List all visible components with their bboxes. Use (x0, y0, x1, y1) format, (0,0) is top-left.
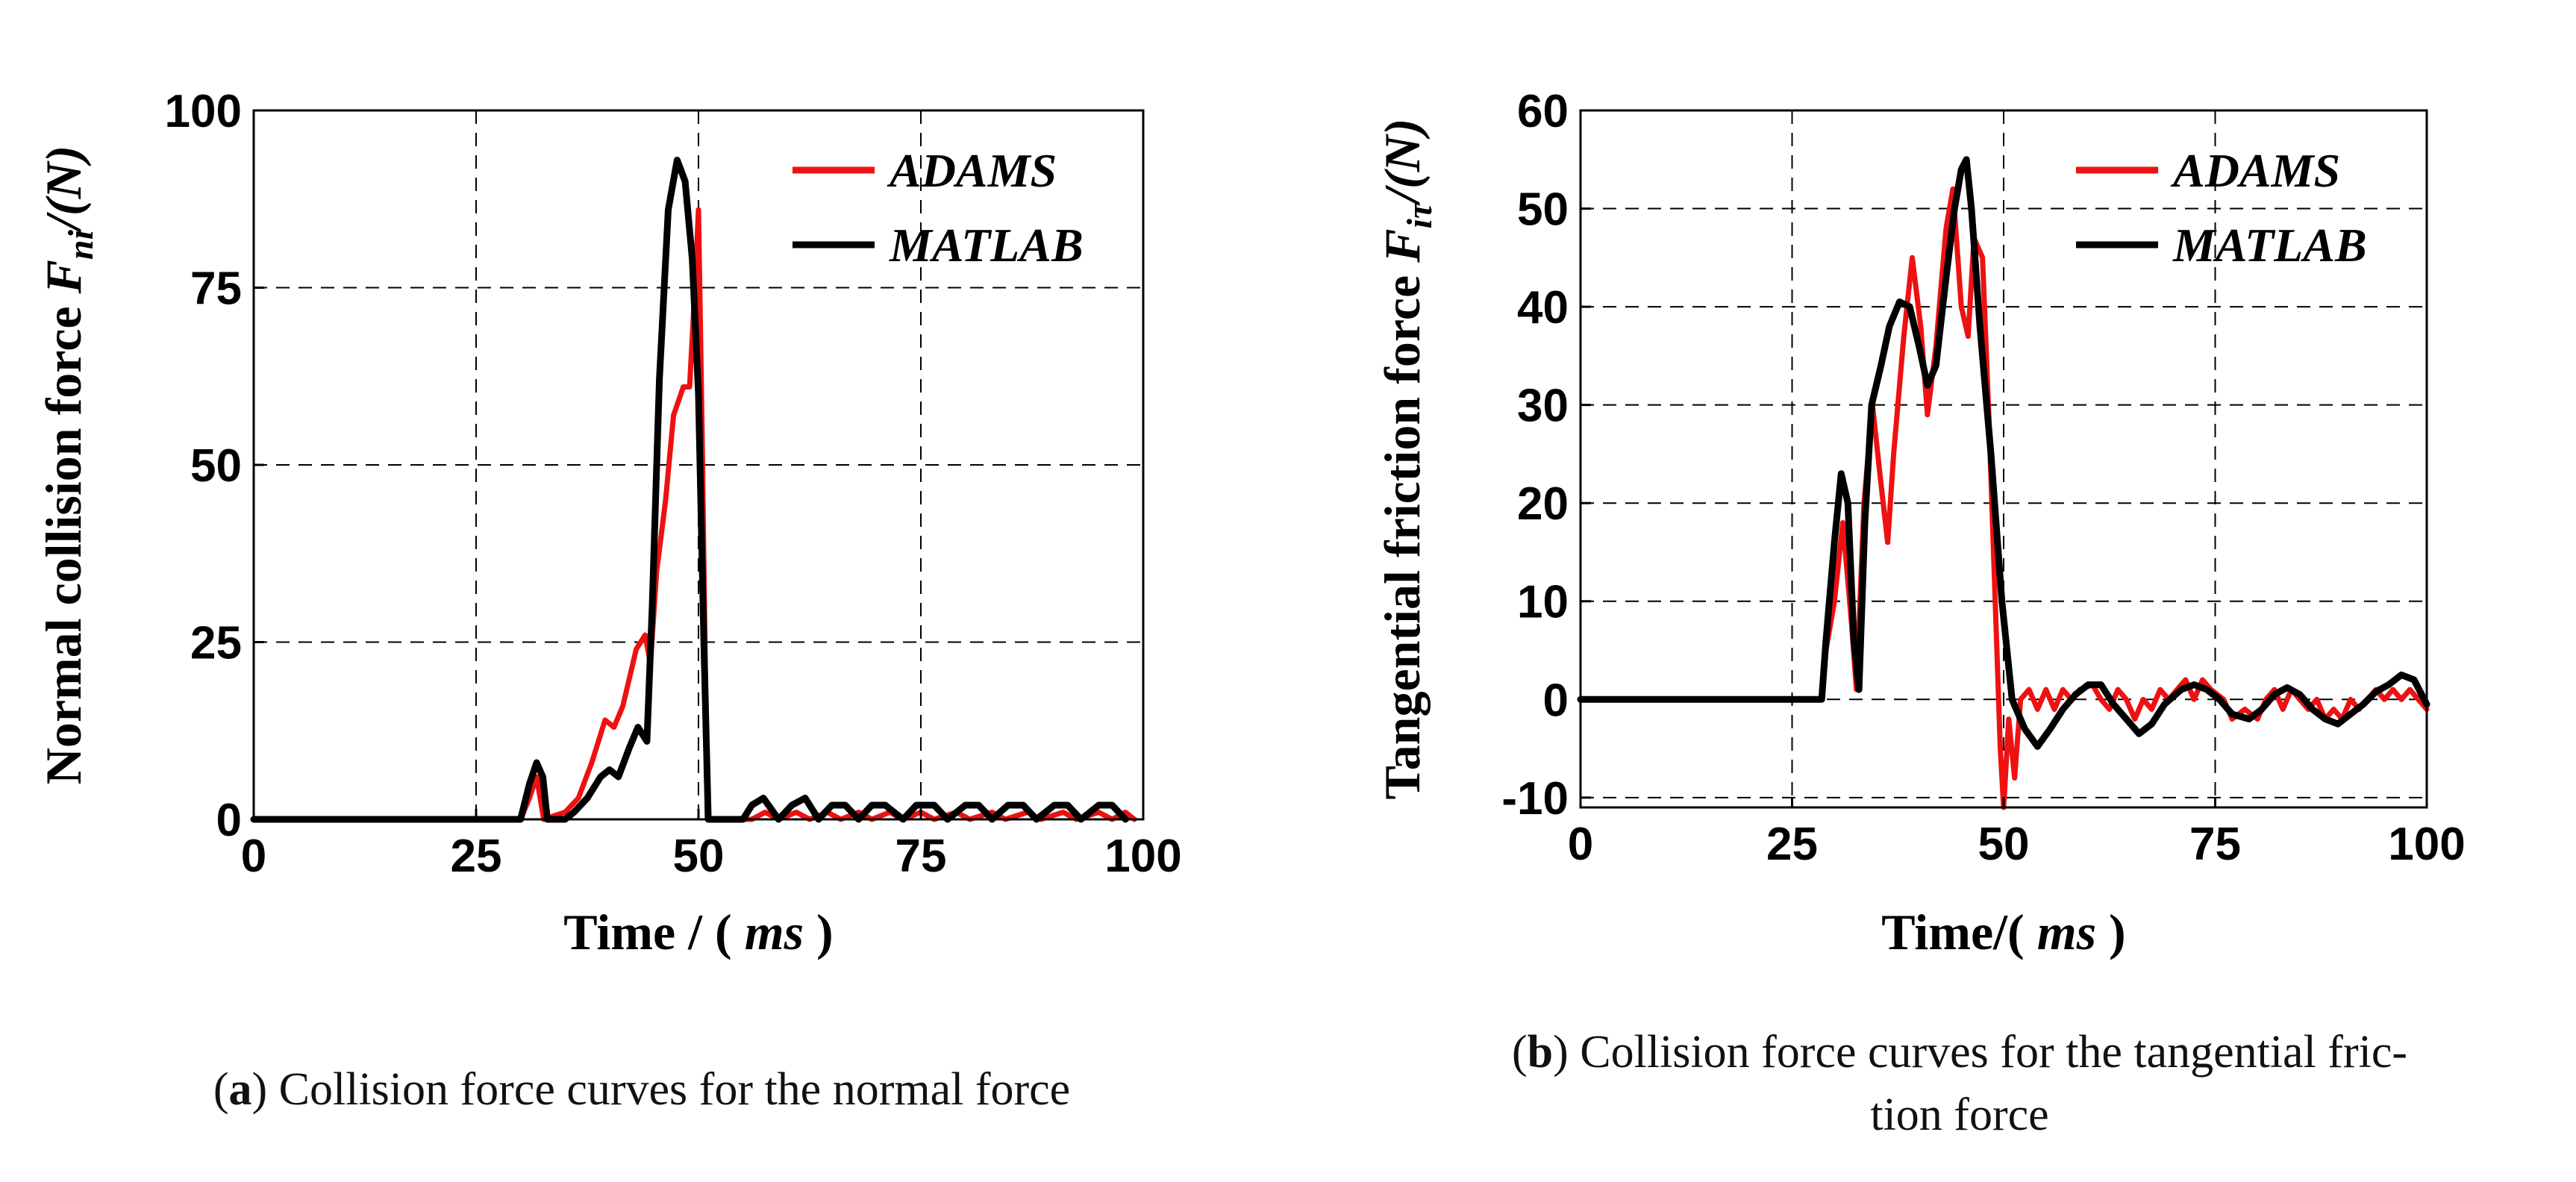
caption-a: (a) Collision force curves for the norma… (213, 1064, 1071, 1115)
x-label-prefix: Time / ( (563, 904, 744, 960)
caption-a-label: a (228, 1064, 252, 1115)
y-tick-label: 75 (190, 263, 242, 315)
x-tick-label: 50 (673, 831, 725, 882)
series-lines (250, 157, 1137, 823)
x-tick-label: 0 (1568, 819, 1593, 870)
x-tick-label: 25 (1766, 819, 1818, 870)
series-line-adams (251, 207, 1137, 822)
y-label-symbol: F (35, 260, 92, 294)
series-line-matlab (250, 157, 1129, 823)
y-tick-label: -10 (1501, 773, 1569, 825)
legend-label-adams: ADAMS (2170, 144, 2340, 197)
x-tick-label: 0 (241, 831, 266, 882)
tick-labels: 0 25 50 75 100 0 25 50 75 100 (165, 86, 1182, 882)
y-axis-label: Tangential friction force Fiτ/(N) (1374, 119, 1439, 800)
caption-b-text-line2: tion force (1870, 1089, 2049, 1140)
y-label-symbol: F (1374, 229, 1431, 263)
x-label-suffix: ) (2096, 904, 2126, 960)
x-label-prefix: Time/( (1881, 904, 2036, 960)
y-tick-label: 20 (1517, 478, 1569, 530)
x-tick-label: 75 (895, 831, 947, 882)
y-label-unit: /(N) (35, 146, 92, 234)
caption-b: (b) Collision force curves for the tange… (1343, 1021, 2576, 1146)
x-axis-label: Time / ( ms ) (563, 904, 833, 960)
y-tick-label: 50 (1517, 184, 1569, 236)
caption-b-label: b (1527, 1027, 1554, 1078)
y-tick-label: 0 (1543, 675, 1569, 726)
x-tick-label: 75 (2189, 819, 2241, 870)
x-tick-label: 100 (2388, 819, 2465, 870)
legend: ADAMS MATLAB (793, 144, 1084, 272)
legend-label-matlab: MATLAB (889, 219, 1084, 272)
legend: ADAMS MATLAB (2076, 144, 2367, 272)
y-tick-label: 30 (1517, 381, 1569, 432)
y-axis-label: Normal collision force Fni/(N) (35, 146, 101, 785)
caption-b-line1: (b) Collision force curves for the tange… (1511, 1027, 2407, 1078)
y-label-unit: /(N) (1374, 119, 1431, 207)
y-tick-label: 60 (1517, 86, 1569, 137)
series-line-matlab (1577, 156, 2430, 750)
x-axis-label: Time/( ms ) (1881, 904, 2125, 960)
x-tick-label: 50 (1978, 819, 2030, 870)
legend-label-matlab: MATLAB (2172, 219, 2367, 272)
legend-label-adams: ADAMS (887, 144, 1057, 197)
x-tick-label: 25 (451, 831, 502, 882)
y-label-subscript: ni (61, 229, 101, 260)
y-tick-label: 0 (216, 795, 242, 846)
x-label-unit: ms (2037, 904, 2096, 960)
y-tick-label: 50 (190, 440, 242, 492)
series-line-adams (1578, 186, 2430, 810)
caption-b-text-line1: Collision force curves for the tangentia… (1580, 1027, 2407, 1078)
y-label-main: Normal collision force (35, 293, 92, 784)
y-tick-label: 40 (1517, 282, 1569, 334)
x-tick-label: 100 (1104, 831, 1181, 882)
y-tick-label: 100 (165, 86, 242, 137)
caption-a-text: Collision force curves for the normal fo… (278, 1064, 1071, 1115)
y-label-subscript: iτ (1400, 201, 1439, 228)
y-tick-label: 25 (190, 618, 242, 669)
x-label-unit: ms (745, 904, 804, 960)
y-tick-label: 10 (1517, 577, 1569, 628)
y-label-main: Tangential friction force (1374, 263, 1431, 800)
x-label-suffix: ) (804, 904, 834, 960)
series-lines (1577, 156, 2430, 810)
